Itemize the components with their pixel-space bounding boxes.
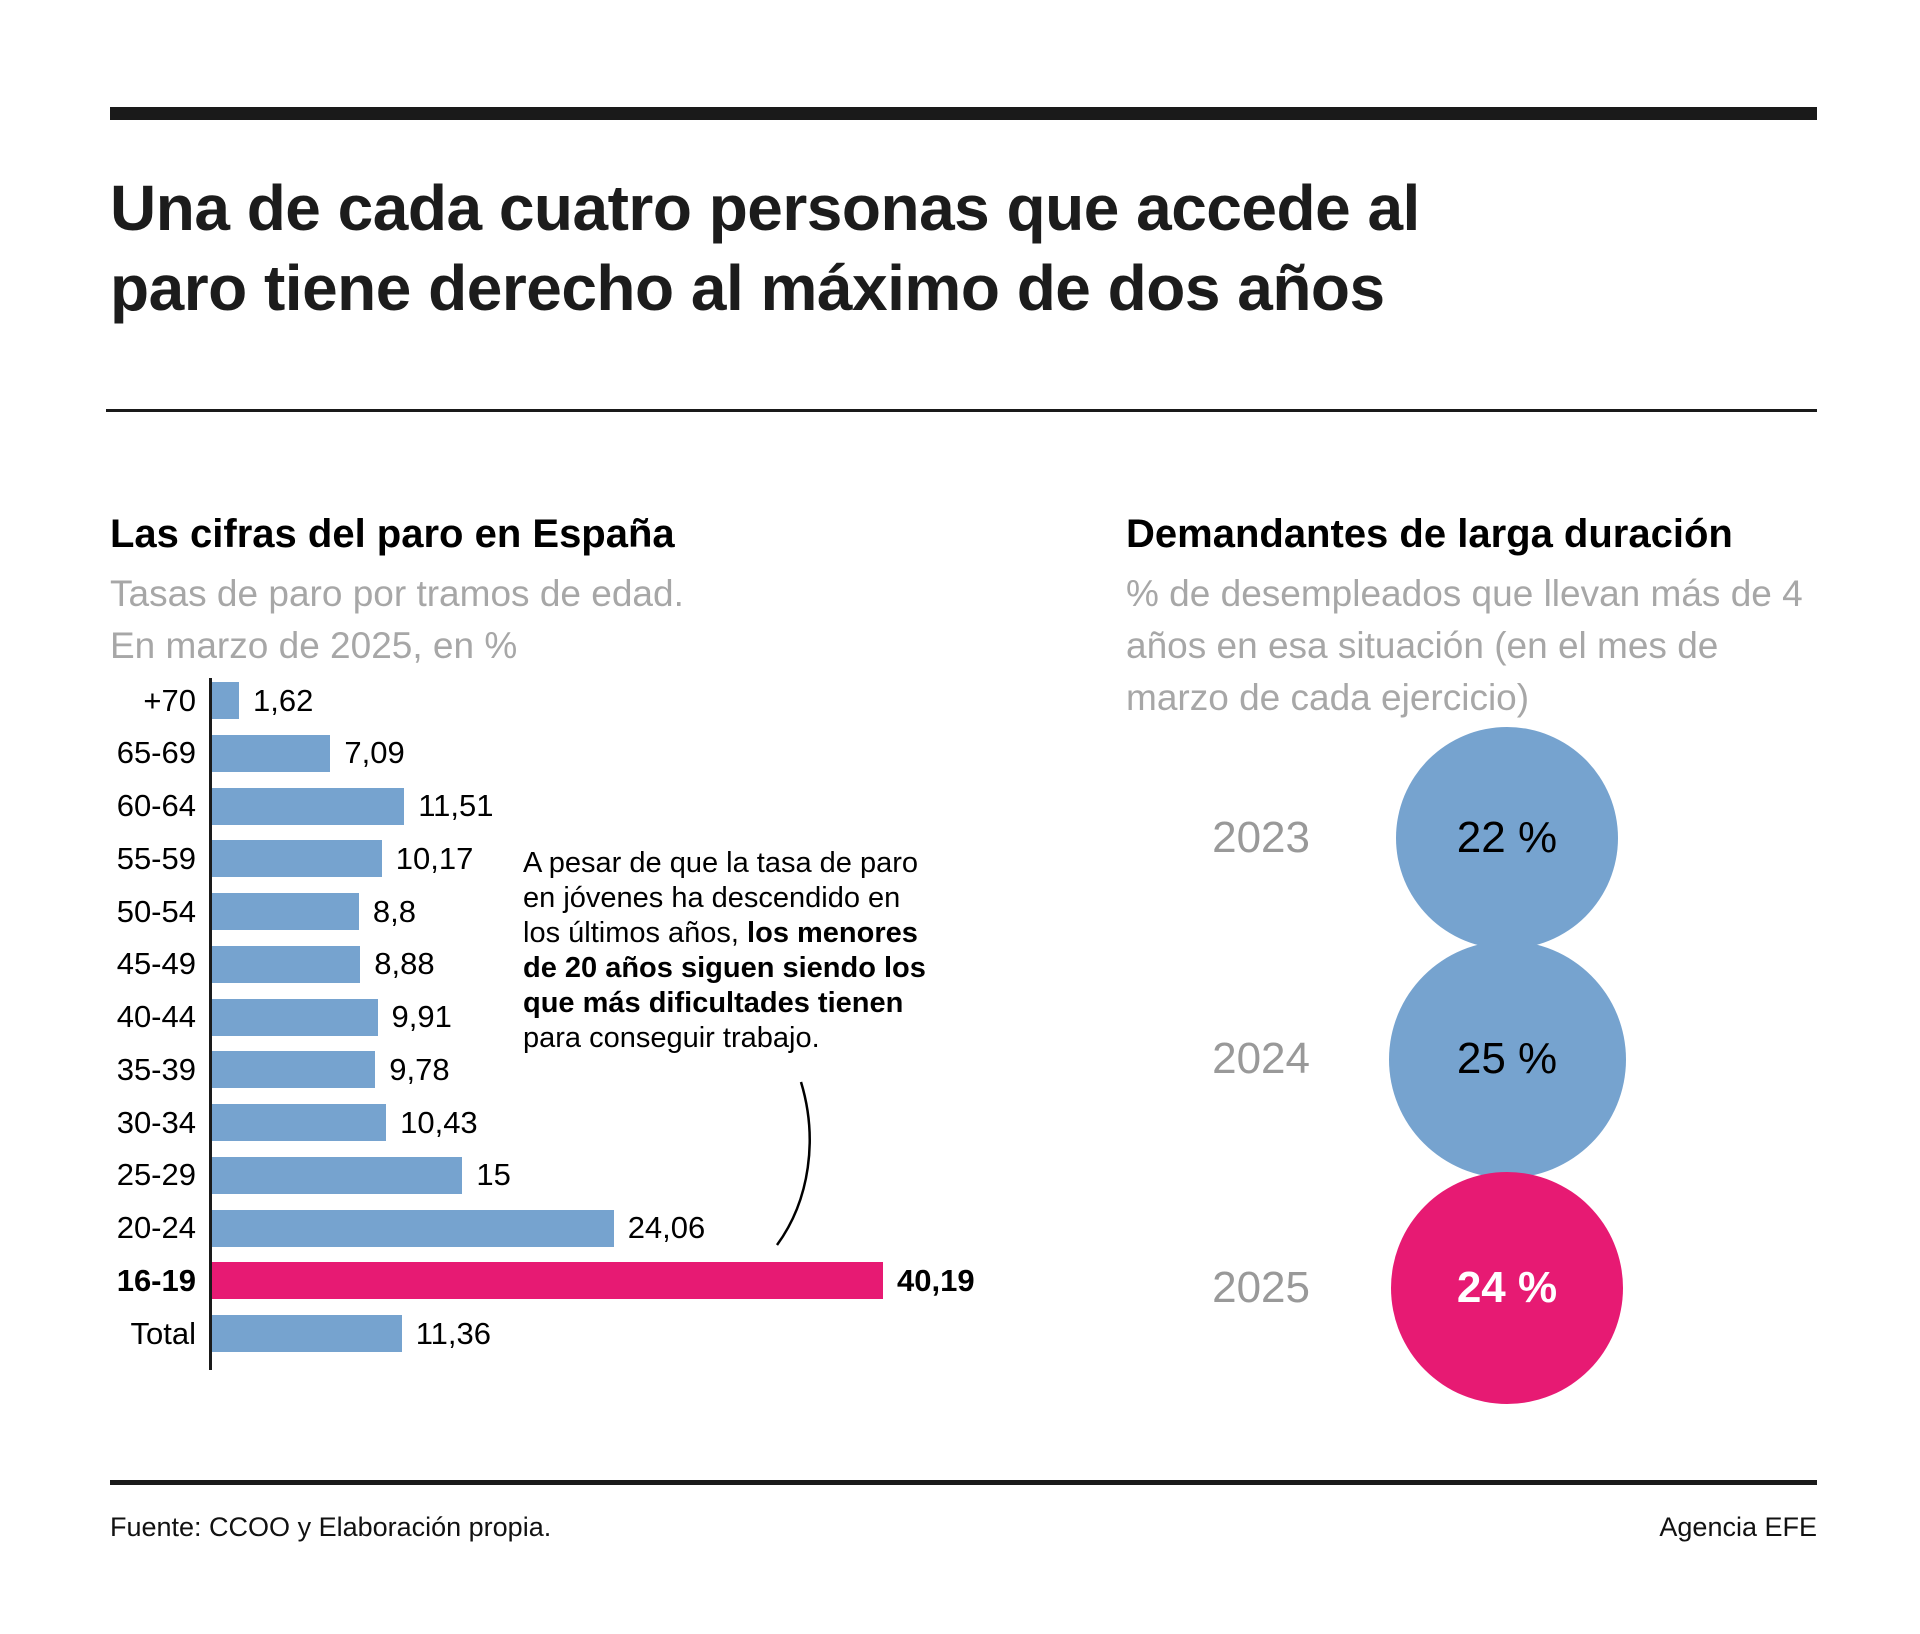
bar-category-label: 45-49: [116, 946, 196, 982]
bar-50-54: [212, 893, 359, 930]
bubble-2025: 24 %: [1390, 1171, 1624, 1405]
bubble-value-label: 25 %: [1456, 1034, 1558, 1083]
bubble-chart-subtitle: % de desempleados que llevan más de 4 añ…: [1126, 568, 1803, 724]
annotation-text: para conseguir trabajo.: [523, 1022, 820, 1054]
bar-value-label: 9,91: [391, 999, 452, 1034]
annotation-text: los últimos años,: [523, 917, 748, 949]
bar-row-55-59: 55-59 10,17: [110, 832, 473, 885]
bar-row-45-49: 45-49 8,88: [110, 938, 435, 991]
bar-value-label: 10,43: [400, 1104, 478, 1140]
bar-value-label: 8,88: [374, 946, 435, 982]
bar-value-label: 8,8: [372, 893, 416, 929]
bar-row-16-19: 16-19 40,19: [110, 1254, 975, 1307]
bar-35-39: [212, 1051, 376, 1089]
bar-30-34: [212, 1104, 387, 1141]
bar-category-label: 55-59: [116, 840, 196, 876]
page-title-line-1: Una de cada cuatro personas que accede a…: [110, 172, 1420, 244]
bar-value-label: 24,06: [627, 1210, 706, 1245]
annotation-connector-line: [775, 1081, 811, 1246]
bubble-year-label-2025: 2025: [1212, 1263, 1310, 1312]
bubble-chart-title: Demandantes de larga duración: [1126, 512, 1733, 556]
bar-category-label: 50-54: [116, 893, 196, 929]
page-title: Una de cada cuatro personas que accede a…: [110, 168, 1420, 328]
bar-value-label: 11,36: [415, 1315, 491, 1351]
y-axis-line: [209, 678, 212, 1370]
bar-40-44: [212, 998, 378, 1036]
unemployment-bar-chart: +70 1,62 65-69 7,09 60-64 11,51 55-59 10,17 50-5…: [110, 674, 1090, 1386]
bubble-2024: 25 %: [1388, 940, 1626, 1178]
bar-value-label: 11,51: [418, 788, 494, 823]
bar-+70: [212, 682, 239, 719]
bar-chart-subtitle: Tasas de paro por tramos de edad. En mar…: [110, 568, 684, 672]
bar-row-60-64: 60-64 11,51: [110, 780, 493, 833]
bar-category-label: Total: [130, 1315, 196, 1351]
bar-row-+70: +70 1,62: [110, 674, 313, 727]
bar-row-Total: Total 11,36: [110, 1307, 491, 1360]
annotation-line: de 20 años siguen siendo los: [523, 951, 926, 986]
bar-category-label: 35-39: [116, 1051, 196, 1087]
bubble-chart-subtitle-line-2: años en esa situación (en el mes de: [1126, 625, 1719, 666]
annotation-line: los últimos años, los menores: [523, 916, 926, 951]
bar-value-label: 40,19: [897, 1262, 975, 1298]
source-text: Fuente: CCOO y Elaboración propia.: [110, 1512, 552, 1542]
chart-annotation: A pesar de que la tasa de paro en jóvenes…: [523, 846, 926, 1056]
bar-20-24: [212, 1209, 614, 1247]
annotation-text: A pesar de que la tasa de paro: [523, 847, 919, 879]
bar-value-label: 15: [476, 1157, 511, 1193]
annotation-bold-text: de 20 años siguen siendo los: [523, 952, 926, 984]
footer-rule: [110, 1480, 1817, 1485]
bar-category-label: 25-29: [116, 1157, 196, 1193]
credit-text: Agencia EFE: [1659, 1512, 1817, 1542]
bar-16-19: [212, 1262, 883, 1300]
bar-value-label: 10,17: [395, 840, 474, 876]
bar-chart-title: Las cifras del paro en España: [110, 512, 675, 556]
bar-chart-subtitle-line-1: Tasas de paro por tramos de edad.: [110, 573, 684, 614]
annotation-line: que más dificultades tienen: [523, 986, 926, 1021]
bar-row-30-34: 30-34 10,43: [110, 1096, 478, 1149]
bar-value-label: 9,78: [389, 1051, 450, 1087]
bar-value-label: 7,09: [344, 735, 405, 771]
bar-category-label: 40-44: [116, 999, 196, 1034]
page-title-line-2: paro tiene derecho al máximo de dos años: [110, 252, 1385, 324]
title-divider-rule: [106, 409, 1817, 412]
annotation-bold-text: que más dificultades tienen: [523, 987, 904, 1019]
bubble-2023: 22 %: [1395, 726, 1619, 950]
bar-category-label: +70: [143, 682, 196, 718]
annotation-line: A pesar de que la tasa de paro: [523, 846, 926, 881]
bubble-chart-subtitle-line-1: % de desempleados que llevan más de 4: [1126, 573, 1803, 614]
bar-value-label: 1,62: [253, 682, 314, 718]
bar-category-label: 20-24: [116, 1210, 196, 1245]
bar-chart-subtitle-line-2: En marzo de 2025, en %: [110, 625, 518, 666]
bar-55-59: [212, 840, 382, 878]
bar-row-35-39: 35-39 9,78: [110, 1043, 450, 1096]
bubble-value-label: 22 %: [1456, 812, 1558, 862]
bar-category-label: 16-19: [116, 1262, 196, 1298]
bar-25-29: [212, 1156, 463, 1194]
annotation-line: para conseguir trabajo.: [523, 1021, 926, 1056]
bar-row-65-69: 65-69 7,09: [110, 727, 405, 780]
bar-row-40-44: 40-44 9,91: [110, 991, 452, 1044]
bar-category-label: 30-34: [116, 1104, 196, 1140]
bar-65-69: [212, 734, 331, 772]
bubble-year-label-2023: 2023: [1212, 813, 1310, 862]
bar-category-label: 60-64: [116, 788, 196, 823]
annotation-bold-text: los menores: [747, 917, 918, 949]
annotation-line: en jóvenes ha descendido en: [523, 881, 926, 916]
bubble-year-label-2024: 2024: [1212, 1034, 1310, 1083]
annotation-text: en jóvenes ha descendido en: [523, 882, 901, 914]
top-accent-bar: [110, 107, 1817, 120]
bar-60-64: [212, 787, 405, 825]
bar-row-25-29: 25-29 15: [110, 1149, 511, 1202]
bar-45-49: [212, 945, 361, 983]
bubble-value-label: 24 %: [1456, 1262, 1558, 1312]
bar-row-50-54: 50-54 8,8: [110, 885, 416, 938]
bar-Total: [212, 1315, 402, 1352]
bar-category-label: 65-69: [116, 735, 196, 771]
bubble-chart-subtitle-line-3: marzo de cada ejercicio): [1126, 677, 1530, 718]
bar-row-20-24: 20-24 24,06: [110, 1202, 705, 1255]
